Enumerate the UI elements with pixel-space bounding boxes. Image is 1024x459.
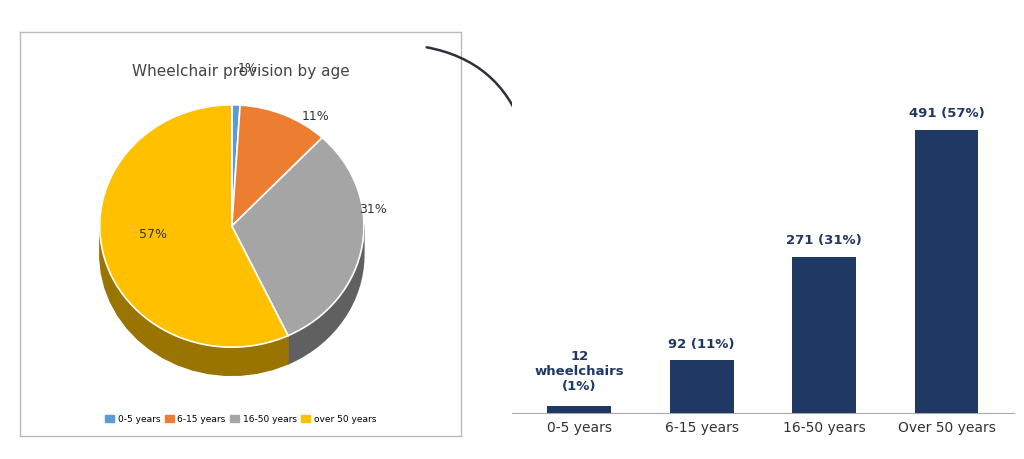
Bar: [670, 360, 733, 413]
Wedge shape: [231, 105, 240, 226]
Wedge shape: [99, 105, 288, 347]
Text: 1%: 1%: [238, 62, 257, 75]
Text: Wheelchair provision by age: Wheelchair provision by age: [132, 64, 349, 79]
Text: 57%: 57%: [138, 228, 167, 241]
Bar: [548, 406, 611, 413]
Text: 92 (11%): 92 (11%): [669, 338, 735, 351]
Text: 271 (31%): 271 (31%): [786, 235, 862, 247]
Text: 12
wheelchairs
(1%): 12 wheelchairs (1%): [535, 351, 624, 393]
Wedge shape: [231, 105, 323, 226]
Polygon shape: [99, 230, 288, 375]
Bar: [914, 129, 978, 413]
Text: 11%: 11%: [302, 111, 330, 123]
Legend: 0-5 years, 6-15 years, 16-50 years, over 50 years: 0-5 years, 6-15 years, 16-50 years, over…: [101, 411, 380, 427]
Polygon shape: [288, 225, 364, 364]
Text: 31%: 31%: [358, 203, 387, 216]
Wedge shape: [231, 138, 364, 336]
Text: 491 (57%): 491 (57%): [908, 107, 984, 120]
Bar: [793, 257, 856, 413]
